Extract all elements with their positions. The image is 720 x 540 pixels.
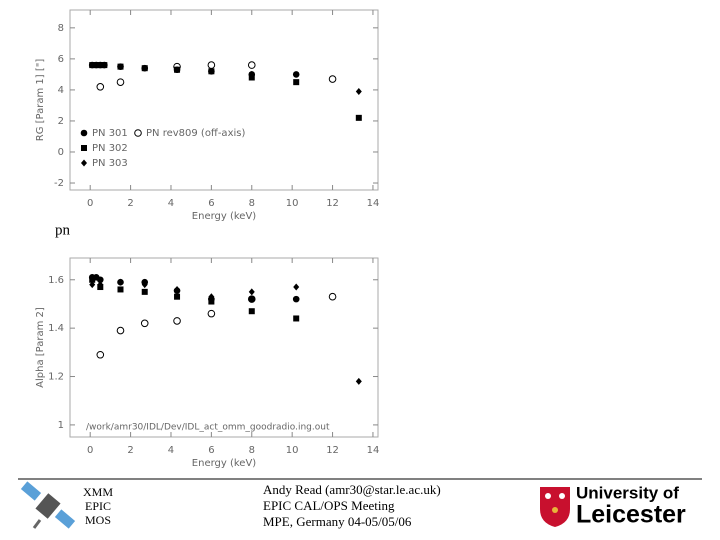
data-point bbox=[89, 276, 96, 283]
data-point bbox=[248, 295, 256, 303]
x-tick-label: 8 bbox=[249, 198, 255, 209]
data-point bbox=[173, 317, 181, 325]
data-point bbox=[293, 283, 300, 291]
data-point bbox=[293, 315, 300, 322]
legend-label: PN rev809 (off-axis) bbox=[146, 128, 245, 139]
footer-author: Andy Read (amr30@star.le.ac.uk) bbox=[263, 482, 441, 497]
data-point bbox=[208, 293, 215, 301]
x-axis-label: Energy (keV) bbox=[192, 211, 257, 222]
x-tick-label: 10 bbox=[286, 445, 299, 456]
data-point bbox=[248, 70, 255, 78]
data-point bbox=[140, 319, 149, 328]
x-tick-label: 4 bbox=[168, 198, 174, 209]
data-point bbox=[328, 75, 337, 83]
data-point bbox=[117, 278, 124, 286]
data-point bbox=[293, 79, 300, 86]
data-point bbox=[248, 288, 255, 296]
data-point bbox=[174, 285, 181, 293]
legend-label: PN 301 bbox=[92, 128, 128, 139]
data-point bbox=[97, 281, 104, 289]
data-point bbox=[247, 295, 256, 303]
data-point bbox=[96, 276, 104, 284]
footer-instrument: EPIC bbox=[85, 499, 111, 513]
data-point bbox=[174, 66, 181, 73]
data-point bbox=[96, 83, 105, 91]
data-point bbox=[207, 61, 216, 69]
data-point bbox=[141, 281, 148, 289]
y-tick-label: 2 bbox=[58, 116, 64, 127]
x-tick-label: 2 bbox=[127, 198, 133, 209]
x-axis-label: Energy (keV) bbox=[192, 458, 257, 469]
satellite-icon bbox=[20, 481, 76, 529]
data-point bbox=[117, 286, 124, 293]
data-point bbox=[292, 295, 300, 303]
footer-mission: XMM bbox=[83, 485, 113, 499]
plot-frame bbox=[69, 257, 379, 438]
y-tick-label: 1.6 bbox=[48, 275, 64, 286]
data-point bbox=[89, 281, 96, 289]
x-tick-label: 14 bbox=[367, 198, 380, 209]
data-point bbox=[355, 377, 362, 385]
data-point bbox=[207, 309, 216, 318]
y-axis-label: RG [Param 1] ["] bbox=[35, 59, 46, 142]
y-tick-label: -2 bbox=[54, 178, 64, 189]
data-point bbox=[141, 65, 148, 72]
data-point bbox=[208, 298, 215, 305]
data-point bbox=[97, 62, 104, 69]
data-point bbox=[96, 350, 105, 359]
legend-marker bbox=[81, 159, 87, 167]
x-tick-label: 0 bbox=[87, 445, 93, 456]
data-point bbox=[208, 68, 215, 75]
logo-top: University of bbox=[576, 483, 679, 502]
data-point bbox=[247, 61, 256, 69]
x-tick-label: 2 bbox=[127, 445, 133, 456]
data-point bbox=[248, 308, 255, 315]
y-tick-label: 6 bbox=[58, 54, 64, 65]
logo-bottom: Leicester bbox=[576, 501, 686, 529]
y-tick-label: 8 bbox=[58, 23, 64, 34]
data-point bbox=[355, 114, 362, 121]
y-axis-label: Alpha [Param 2] bbox=[35, 307, 46, 388]
data-point bbox=[174, 293, 181, 300]
y-tick-label: 0 bbox=[58, 147, 64, 158]
x-tick-label: 12 bbox=[326, 198, 339, 209]
legend-label: PN 302 bbox=[92, 143, 128, 154]
data-point bbox=[355, 87, 362, 95]
footer-meeting: EPIC CAL/OPS Meeting bbox=[263, 498, 395, 513]
data-point bbox=[328, 292, 337, 301]
x-tick-label: 6 bbox=[208, 198, 214, 209]
caption: pn bbox=[55, 222, 71, 238]
y-tick-label: 1.4 bbox=[48, 323, 64, 334]
x-tick-label: 14 bbox=[367, 445, 380, 456]
x-tick-label: 4 bbox=[168, 445, 174, 456]
x-tick-label: 0 bbox=[87, 198, 93, 209]
university-logo bbox=[540, 487, 570, 527]
y-tick-label: 4 bbox=[58, 85, 64, 96]
x-tick-label: 8 bbox=[249, 445, 255, 456]
plot-frame bbox=[69, 9, 379, 191]
y-tick-label: 1.2 bbox=[48, 372, 64, 383]
footer-place: MPE, Germany 04-05/05/06 bbox=[263, 514, 412, 529]
footer-camera: MOS bbox=[85, 513, 111, 527]
data-point bbox=[117, 63, 124, 70]
data-point bbox=[116, 78, 125, 86]
data-point bbox=[116, 326, 125, 335]
data-point bbox=[141, 288, 148, 295]
x-tick-label: 12 bbox=[326, 445, 339, 456]
data-point bbox=[292, 71, 300, 78]
legend-marker bbox=[134, 129, 142, 137]
x-tick-label: 10 bbox=[286, 198, 299, 209]
legend-marker bbox=[80, 129, 88, 137]
legend-label: PN 303 bbox=[92, 158, 128, 169]
plot-note: /work/amr30/IDL/Dev/IDL_act_omm_goodradi… bbox=[86, 423, 330, 433]
data-point bbox=[101, 62, 108, 69]
y-tick-label: 1 bbox=[58, 420, 64, 431]
x-tick-label: 6 bbox=[208, 445, 214, 456]
data-point bbox=[93, 62, 100, 69]
legend-marker bbox=[81, 145, 87, 151]
data-point bbox=[89, 62, 96, 69]
